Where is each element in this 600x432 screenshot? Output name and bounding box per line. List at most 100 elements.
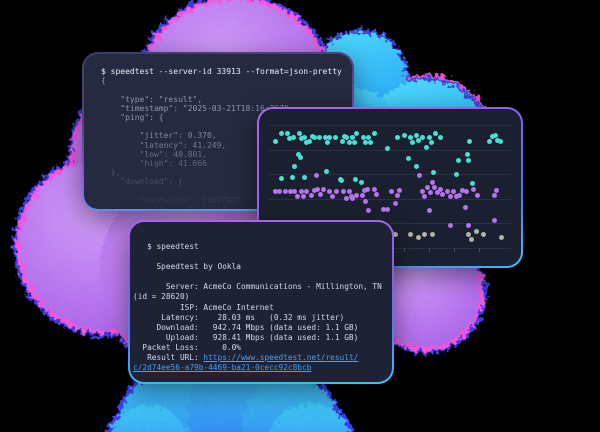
scatter-dot: [311, 134, 317, 140]
scatter-dot: [414, 163, 420, 169]
scatter-dot: [317, 191, 323, 197]
scatter-dot: [339, 138, 345, 144]
terminal-result-line: Download: 942.74 Mbps (data used: 1.1 GB…: [133, 322, 359, 332]
scatter-dot: [334, 188, 340, 194]
scatter-dot: [299, 135, 305, 141]
scatter-dot: [311, 187, 317, 193]
terminal-result-line: Upload: 928.41 Mbps (data used: 1.1 GB): [133, 332, 359, 342]
result-url-link[interactable]: c/2d74ee56-a79b-4469-ba21-0cecc92c8bcb: [133, 363, 312, 373]
scatter-dot: [323, 169, 329, 175]
scatter-dot: [287, 188, 293, 194]
scatter-dot: [410, 139, 416, 145]
scatter-dot: [432, 130, 438, 136]
chart-tickmark: [429, 248, 430, 252]
scatter-dot: [464, 152, 470, 158]
chart-tickmark: [479, 248, 480, 252]
scatter-dot: [417, 173, 423, 179]
scatter-dot: [459, 187, 465, 193]
scatter-dot: [278, 130, 284, 136]
scatter-dot: [313, 173, 319, 178]
chart-gridline: [269, 149, 511, 151]
scatter-dot: [381, 206, 387, 212]
scatter-dot: [349, 134, 355, 140]
chart-gridline: [269, 174, 511, 175]
scatter-dot: [282, 188, 288, 194]
scatter-dot: [466, 138, 472, 144]
scatter-dot: [445, 188, 451, 194]
scatter-dot: [296, 151, 302, 157]
scatter-dot: [364, 186, 370, 192]
scatter-dot: [351, 139, 357, 145]
scatter-dot: [354, 192, 360, 198]
chart-gridline: [269, 223, 511, 224]
scatter-dot: [497, 138, 503, 144]
scatter-dot: [346, 188, 352, 194]
scatter-dot: [315, 186, 321, 192]
scatter-dot: [287, 135, 293, 141]
terminal-result-line: Latency: 28.03 ms (0.32 ms jitter): [133, 312, 345, 322]
scatter-dot: [322, 134, 328, 140]
terminal-result-line: Server: AcmeCo Communications - Millingt…: [133, 282, 382, 292]
scatter-dot: [292, 188, 298, 194]
terminal-result-line: Result URL: https://www.speedtest.net/re…: [133, 353, 359, 363]
scatter-dot: [423, 145, 429, 151]
result-url-link[interactable]: https://www.speedtest.net/result/: [203, 353, 359, 363]
scatter-dot: [284, 130, 290, 136]
chart-gridline: [269, 198, 511, 200]
scatter-dot: [365, 134, 371, 140]
scatter-dot: [431, 169, 437, 175]
scatter-dot: [329, 193, 335, 199]
scatter-dot: [352, 177, 358, 183]
scatter-dot: [426, 208, 432, 214]
scatter-dot: [304, 188, 310, 194]
chart-gridline: [269, 125, 511, 126]
scatter-dot: [360, 134, 366, 140]
terminal-result-line: $ speedtest: [133, 242, 199, 251]
scatter-dot: [327, 134, 333, 140]
scatter-dot: [427, 189, 433, 195]
scatter-dot: [384, 146, 390, 152]
scatter-dot: [316, 134, 322, 140]
terminal-result-line: c/2d74ee56-a79b-4469-ba21-0cecc92c8bcb: [133, 363, 390, 373]
scatter-dot: [278, 176, 284, 182]
scatter-dot: [429, 179, 435, 185]
scatter-dot: [324, 139, 330, 145]
scatter-dot: [475, 192, 481, 198]
scatter-dot: [406, 155, 412, 161]
scatter-dot: [426, 134, 432, 140]
scatter-dot: [303, 139, 309, 145]
scatter-dot: [272, 188, 278, 194]
scatter-dot: [371, 130, 377, 136]
terminal-result-screen: $ speedtest Speedtest by Ookla Server: A…: [130, 222, 392, 382]
scatter-dot: [451, 188, 457, 194]
chart-tickmark: [454, 248, 455, 252]
scatter-dot: [297, 154, 303, 160]
scatter-dot: [340, 188, 346, 194]
scatter-dot: [419, 134, 425, 140]
scatter-dot: [359, 192, 365, 198]
scatter-dot: [425, 184, 431, 190]
scatter-dot: [290, 174, 296, 180]
terminal-result-line: [133, 252, 390, 262]
scatter-dot: [422, 193, 428, 199]
terminal-json-output: { "type": "result", "timestamp": "2025-0…: [101, 76, 294, 209]
scatter-dot: [473, 228, 479, 234]
scatter-dot: [494, 187, 500, 193]
scatter-dot: [366, 208, 372, 214]
scatter-dot: [420, 188, 426, 194]
scatter-dot: [429, 231, 435, 237]
scatter-dot: [362, 199, 368, 205]
scatter-dot: [480, 231, 486, 237]
scatter-dot: [307, 138, 313, 144]
terminal-result-line: ISP: AcmeCo Internet: [133, 302, 274, 312]
scatter-dot: [466, 157, 472, 163]
scatter-dot: [457, 192, 463, 198]
scatter-dot: [344, 134, 350, 140]
scatter-dot: [470, 181, 476, 187]
scatter-dot: [393, 201, 399, 207]
scatter-dot: [290, 134, 296, 140]
scatter-dot: [432, 184, 438, 190]
scatter-dot: [491, 217, 497, 223]
scatter-dot: [354, 130, 360, 136]
